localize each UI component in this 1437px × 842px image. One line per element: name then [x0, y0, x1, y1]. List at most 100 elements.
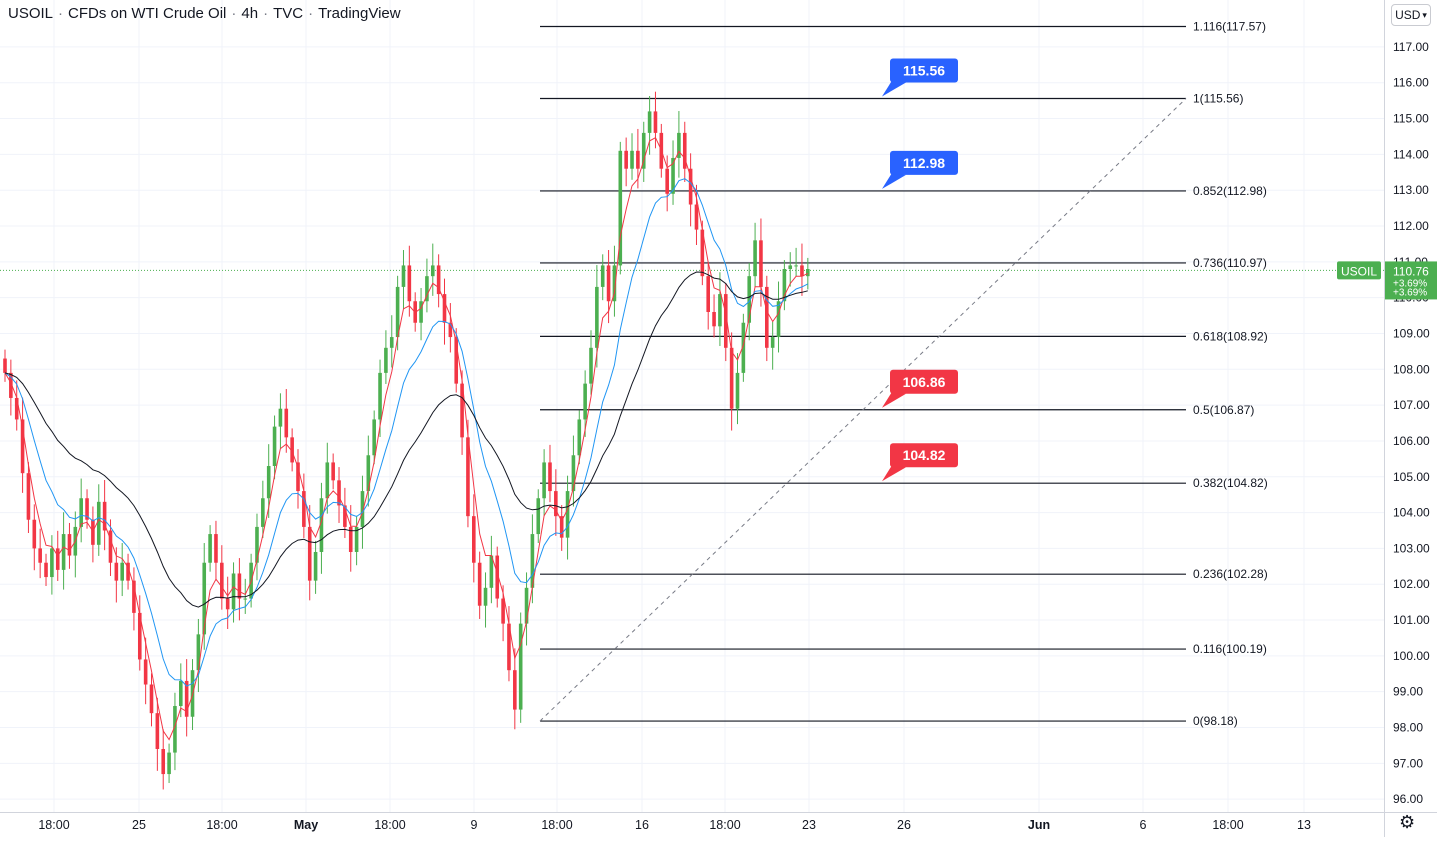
candle-body[interactable]: [38, 548, 42, 563]
candle-body[interactable]: [460, 383, 464, 438]
candle-body[interactable]: [618, 150, 623, 266]
candle-body[interactable]: [384, 347, 388, 373]
candle-body[interactable]: [85, 498, 89, 520]
candle-body[interactable]: [20, 419, 25, 474]
candle-body[interactable]: [307, 526, 312, 581]
candle-body[interactable]: [782, 269, 787, 302]
candle-body[interactable]: [595, 286, 599, 348]
candle-body[interactable]: [313, 551, 318, 581]
candle-body[interactable]: [425, 276, 429, 302]
candle-body[interactable]: [137, 612, 142, 660]
callout-box[interactable]: [890, 150, 958, 175]
candle-body[interactable]: [348, 526, 353, 552]
candle-body[interactable]: [161, 748, 166, 775]
candle-body[interactable]: [770, 337, 775, 348]
candle-body[interactable]: [296, 462, 300, 492]
candle-body[interactable]: [800, 265, 804, 277]
candle-body[interactable]: [108, 530, 113, 563]
candle-body[interactable]: [179, 680, 183, 707]
candle-body[interactable]: [518, 623, 523, 710]
candle-body[interactable]: [319, 498, 324, 552]
candle-body[interactable]: [436, 265, 441, 295]
candle-body[interactable]: [501, 598, 505, 624]
candle-body[interactable]: [50, 548, 54, 578]
candle-body[interactable]: [677, 132, 681, 158]
candle-body[interactable]: [96, 501, 101, 545]
candle-body[interactable]: [554, 491, 558, 517]
candle-body[interactable]: [559, 516, 564, 538]
candle-body[interactable]: [530, 534, 535, 588]
candle-body[interactable]: [700, 229, 705, 277]
candle-body[interactable]: [237, 573, 242, 599]
candle-body[interactable]: [747, 276, 752, 323]
interval-label[interactable]: 4h: [241, 5, 259, 22]
candle-body[interactable]: [401, 265, 406, 287]
candle-body[interactable]: [495, 555, 500, 599]
candle-body[interactable]: [442, 294, 447, 323]
candle-body[interactable]: [548, 462, 552, 492]
candle-body[interactable]: [9, 372, 13, 398]
gear-icon[interactable]: ⚙: [1399, 812, 1416, 832]
candle-body[interactable]: [231, 573, 236, 610]
candle-body[interactable]: [765, 286, 769, 348]
candle-body[interactable]: [671, 157, 675, 194]
candle-body[interactable]: [653, 111, 658, 133]
candle-body[interactable]: [712, 311, 716, 327]
candle-body[interactable]: [55, 548, 60, 570]
candle-body[interactable]: [466, 437, 470, 517]
candle-body[interactable]: [3, 358, 7, 373]
candle-body[interactable]: [513, 670, 517, 710]
candle-body[interactable]: [372, 419, 376, 456]
candle-body[interactable]: [184, 680, 189, 717]
candle-body[interactable]: [612, 265, 617, 302]
candle-body[interactable]: [589, 347, 593, 384]
candle-body[interactable]: [571, 455, 576, 492]
currency-button[interactable]: USD ▾: [1391, 4, 1431, 26]
candle-body[interactable]: [718, 294, 722, 327]
candle-body[interactable]: [536, 498, 541, 535]
candle-body[interactable]: [694, 204, 699, 230]
candle-body[interactable]: [266, 466, 271, 499]
candle-body[interactable]: [202, 562, 207, 635]
candle-body[interactable]: [220, 562, 224, 599]
candle-body[interactable]: [61, 534, 66, 570]
candle-body[interactable]: [641, 132, 646, 169]
candle-body[interactable]: [723, 294, 728, 348]
candle-body[interactable]: [261, 498, 265, 527]
candle-body[interactable]: [196, 634, 201, 671]
candle-body[interactable]: [647, 111, 652, 133]
candle-body[interactable]: [407, 265, 412, 302]
candle-body[interactable]: [759, 240, 763, 287]
candle-body[interactable]: [290, 437, 294, 463]
candle-body[interactable]: [788, 265, 793, 270]
candle-body[interactable]: [753, 240, 757, 277]
candle-body[interactable]: [419, 301, 423, 323]
candle-body[interactable]: [776, 301, 781, 338]
callout-box[interactable]: [890, 58, 958, 83]
candle-body[interactable]: [600, 265, 605, 287]
callout-box[interactable]: [890, 369, 958, 394]
candle-body[interactable]: [507, 623, 511, 671]
candle-body[interactable]: [331, 462, 335, 481]
candle-body[interactable]: [448, 322, 453, 338]
candle-body[interactable]: [665, 168, 669, 194]
candle-body[interactable]: [325, 462, 330, 499]
candle-body[interactable]: [32, 519, 37, 549]
candle-body[interactable]: [255, 526, 259, 563]
candle-body[interactable]: [741, 322, 746, 373]
candle-body[interactable]: [155, 713, 160, 749]
candle-body[interactable]: [706, 276, 710, 312]
candle-body[interactable]: [682, 132, 687, 169]
candle-body[interactable]: [79, 498, 83, 527]
candle-body[interactable]: [284, 408, 289, 438]
candle-body[interactable]: [272, 426, 277, 467]
candle-body[interactable]: [243, 598, 248, 600]
candle-body[interactable]: [483, 587, 488, 606]
candle-body[interactable]: [366, 455, 371, 492]
candle-body[interactable]: [688, 168, 693, 205]
candle-body[interactable]: [91, 519, 95, 545]
candle-body[interactable]: [524, 587, 529, 624]
candle-body[interactable]: [395, 286, 400, 338]
candle-body[interactable]: [565, 491, 570, 538]
